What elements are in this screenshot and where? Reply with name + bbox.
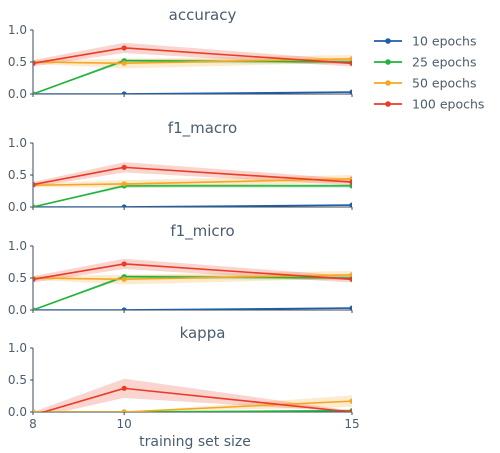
point-50-epochs	[121, 60, 127, 66]
legend-entry: 100 epochs	[374, 97, 484, 112]
panel-title: f1_macro	[168, 119, 237, 138]
panel-title: f1_micro	[170, 222, 234, 241]
point-100-epochs	[349, 276, 352, 282]
y-tick-label: 0.5	[8, 271, 27, 285]
legend-label: 50 epochs	[412, 76, 476, 91]
line-10-epochs	[33, 307, 352, 310]
point-100-epochs	[349, 60, 352, 66]
y-tick-label: 1.0	[8, 23, 27, 37]
band-25-epochs	[33, 183, 352, 207]
point-10-epochs	[121, 204, 127, 207]
point-10-epochs	[349, 202, 352, 207]
point-50-epochs	[349, 272, 352, 278]
legend-marker	[385, 80, 391, 86]
line-10-epochs	[33, 204, 352, 207]
legend-marker	[385, 38, 391, 44]
x-tick-label: 15	[344, 417, 359, 431]
y-tick-label: 0.0	[8, 200, 27, 214]
point-50-epochs	[121, 409, 127, 412]
point-10-epochs	[121, 91, 127, 94]
point-100-epochs	[121, 45, 127, 51]
band-50-epochs	[33, 395, 352, 412]
line-10-epochs	[33, 91, 352, 94]
y-tick-label: 1.0	[8, 239, 27, 253]
legend: 10 epochs 25 epochs 50 epochs 100 epochs	[374, 34, 484, 112]
point-50-epochs	[121, 181, 127, 187]
point-10-epochs	[349, 305, 352, 310]
legend-marker	[385, 59, 391, 65]
y-tick-label: 0.0	[8, 303, 27, 317]
legend-marker	[385, 101, 391, 107]
x-tick-label: 10	[117, 417, 132, 431]
point-100-epochs	[33, 60, 36, 66]
point-25-epochs	[33, 91, 36, 94]
y-tick-label: 0.5	[8, 168, 27, 182]
line-25-epochs	[33, 185, 352, 207]
legend-label: 10 epochs	[412, 34, 476, 49]
point-100-epochs	[121, 261, 127, 267]
point-25-epochs	[33, 307, 36, 310]
panel-title: accuracy	[169, 6, 237, 24]
panel-title: kappa	[180, 324, 226, 342]
legend-entry: 25 epochs	[374, 55, 476, 70]
point-100-epochs	[349, 179, 352, 185]
x-axis-label: training set size	[139, 434, 251, 450]
point-100-epochs	[33, 276, 36, 282]
point-25-epochs	[349, 183, 352, 189]
y-tick-label: 0.5	[8, 373, 27, 387]
band-100-epochs	[33, 162, 352, 188]
y-tick-label: 0.0	[8, 405, 27, 419]
point-100-epochs	[33, 182, 36, 188]
point-10-epochs	[349, 89, 352, 94]
point-100-epochs	[121, 385, 127, 391]
line-25-epochs	[33, 409, 352, 412]
panel-f1_macro: f1_macro 0.0 0.5 1.0	[8, 119, 353, 214]
point-100-epochs	[349, 409, 352, 412]
panel-kappa: kappa 0.0 0.5 1.0	[8, 324, 353, 419]
point-50-epochs	[33, 409, 36, 412]
point-10-epochs	[121, 307, 127, 310]
point-50-epochs	[121, 276, 127, 282]
point-50-epochs	[349, 398, 352, 404]
point-25-epochs	[33, 204, 36, 207]
panel-f1_micro: f1_micro 0.0 0.5 1.0	[8, 222, 353, 317]
legend-entry: 50 epochs	[374, 76, 476, 91]
y-tick-label: 0.5	[8, 55, 27, 69]
legend-label: 100 epochs	[412, 97, 484, 112]
legend-label: 25 epochs	[412, 55, 476, 70]
panel-accuracy: accuracy 0.0 0.5 1.0	[8, 6, 353, 101]
legend-entry: 10 epochs	[374, 34, 476, 49]
y-tick-label: 1.0	[8, 136, 27, 150]
point-100-epochs	[121, 164, 127, 170]
point-50-epochs	[349, 56, 352, 62]
y-tick-label: 0.0	[8, 87, 27, 101]
y-tick-label: 1.0	[8, 341, 27, 355]
x-tick-label: 8	[29, 417, 37, 431]
